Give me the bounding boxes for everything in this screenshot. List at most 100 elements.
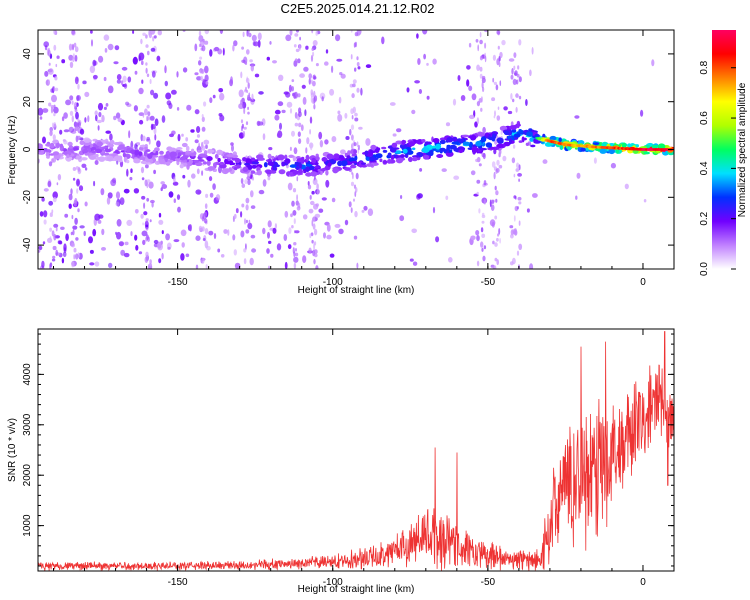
streak <box>148 138 151 145</box>
ridge-cell <box>177 152 182 157</box>
speckle <box>181 142 188 148</box>
speckle <box>43 41 49 48</box>
speckle <box>503 106 508 111</box>
speckle <box>72 177 76 181</box>
streak <box>517 196 522 201</box>
streak <box>495 168 500 173</box>
streak <box>484 42 487 49</box>
speckle <box>150 89 155 96</box>
ridge-cell <box>559 144 564 150</box>
speckle <box>89 249 94 254</box>
speckle <box>120 80 124 86</box>
streak <box>518 95 522 100</box>
speckle <box>72 225 78 230</box>
speckle <box>496 115 501 121</box>
streak <box>351 93 355 99</box>
streak <box>494 139 498 145</box>
streak <box>203 101 207 107</box>
speckle <box>134 234 138 241</box>
streak <box>71 100 74 105</box>
streak <box>241 125 243 132</box>
ridge-cell <box>179 157 186 161</box>
ridge-cell <box>122 152 126 158</box>
speckle <box>53 223 59 228</box>
speckle <box>250 97 255 105</box>
streak <box>48 62 51 66</box>
streak <box>307 184 312 190</box>
speckle <box>203 139 210 145</box>
ridge-cell <box>197 149 203 153</box>
streak <box>149 219 152 223</box>
speckle <box>251 34 257 42</box>
streak <box>68 43 73 51</box>
ridge-cell <box>145 149 151 152</box>
streak <box>310 143 313 151</box>
speckle <box>227 229 230 236</box>
streak <box>52 255 56 259</box>
speckle <box>142 239 146 246</box>
speckle <box>92 59 97 67</box>
ridge-cell <box>230 162 236 166</box>
streak <box>205 81 209 85</box>
speckle <box>165 92 172 100</box>
streak <box>312 80 316 87</box>
streak <box>496 159 500 166</box>
speckle <box>285 91 291 98</box>
streak <box>308 247 312 254</box>
streak <box>476 101 480 107</box>
streak <box>310 232 314 237</box>
speckle <box>293 256 299 263</box>
streak <box>77 118 80 123</box>
ridge-cell <box>421 139 426 143</box>
ridge-cell <box>138 146 144 151</box>
y-tick-label: 0 <box>22 146 33 152</box>
speckle <box>233 249 237 256</box>
speckle <box>432 206 436 214</box>
speckle <box>65 233 69 241</box>
speckle <box>180 253 185 261</box>
speckle <box>176 107 180 111</box>
speckle <box>147 50 150 56</box>
speckle <box>357 66 361 70</box>
ridge-cell <box>461 134 470 138</box>
speckle <box>361 209 365 213</box>
streak <box>199 56 203 60</box>
streak <box>246 30 249 37</box>
ridge-cell <box>321 157 328 162</box>
streak <box>293 44 297 48</box>
speckle <box>97 219 102 224</box>
speckle <box>52 134 56 141</box>
speckle <box>105 130 111 134</box>
ridge-cell <box>412 147 416 151</box>
streak <box>308 73 313 79</box>
speckle <box>336 58 343 62</box>
streak <box>289 30 293 36</box>
speckle <box>87 115 90 123</box>
speckle <box>84 167 88 171</box>
speckle <box>409 258 414 262</box>
streak <box>55 227 58 232</box>
ridge-cell <box>292 170 299 175</box>
speckle <box>610 162 617 169</box>
streak <box>352 83 356 88</box>
streak <box>356 87 360 93</box>
streak <box>509 225 514 229</box>
streak <box>310 96 313 103</box>
colorbar-tick-label: 0.8 <box>699 60 710 74</box>
speckle <box>171 89 177 95</box>
streak <box>479 66 483 72</box>
streak <box>296 194 298 201</box>
streak <box>76 77 79 82</box>
speckle <box>219 92 225 101</box>
ridge-cell <box>339 157 346 162</box>
speckle <box>284 210 289 218</box>
streak <box>145 67 148 74</box>
speckle <box>110 179 117 187</box>
streak <box>350 30 353 33</box>
streak <box>243 258 247 265</box>
ridge-cell <box>151 155 159 158</box>
streak <box>513 52 517 58</box>
speckle <box>426 62 429 66</box>
speckle <box>231 144 234 152</box>
speckle <box>51 94 57 103</box>
